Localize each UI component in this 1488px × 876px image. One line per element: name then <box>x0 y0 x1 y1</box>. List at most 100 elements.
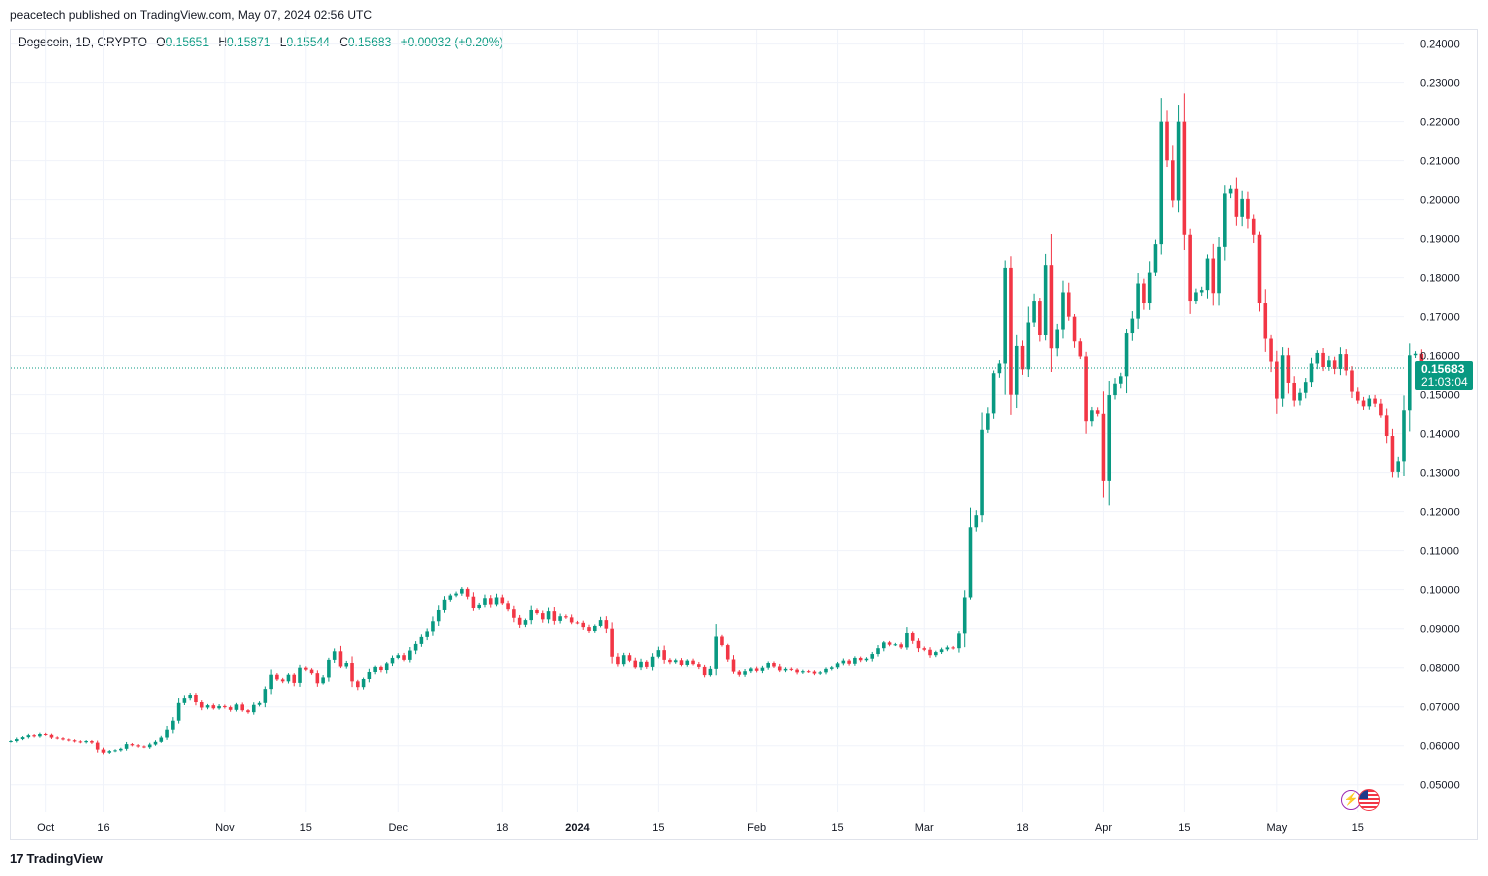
candle-body <box>321 677 325 684</box>
candle-body <box>246 710 250 713</box>
candle-body <box>1413 353 1418 356</box>
candle-body <box>1095 410 1100 414</box>
candle-body <box>101 749 106 753</box>
x-tick-label: 15 <box>831 822 843 834</box>
candle-body <box>737 671 742 675</box>
candle-body <box>1159 121 1164 245</box>
candle-body <box>1205 258 1210 291</box>
candle-body <box>171 720 175 730</box>
candle-body <box>361 679 366 688</box>
candle-body <box>1038 301 1042 335</box>
legend-high-value: 0.15871 <box>227 35 271 49</box>
y-tick-label: 0.20000 <box>1420 195 1460 207</box>
candle-body <box>471 596 476 609</box>
candle-body <box>1090 410 1094 422</box>
candle-body <box>506 603 510 610</box>
candle-body <box>645 661 649 667</box>
price-axis: 0.24000 0.23000 0.22000 0.21000 0.20000 0.190… <box>1420 39 1460 792</box>
candle-body <box>67 739 71 741</box>
candle-body <box>829 667 834 669</box>
candle-body <box>1136 283 1140 319</box>
candle-body <box>1228 188 1233 194</box>
candle-body <box>962 597 967 634</box>
candle-body <box>789 668 794 670</box>
candle-body <box>1142 283 1146 304</box>
candle-body <box>275 674 279 680</box>
candle-body <box>356 681 360 688</box>
candle-body <box>1176 121 1181 201</box>
candle-body <box>939 649 944 653</box>
candle-body <box>1009 267 1013 395</box>
candle-body <box>870 654 875 659</box>
candle-body <box>442 599 447 610</box>
candle-body <box>1078 341 1083 357</box>
us-flag-icon[interactable] <box>1358 789 1380 811</box>
candle-body <box>269 674 273 690</box>
lightning-icon[interactable]: ⚡ <box>1341 790 1361 810</box>
tradingview-logo[interactable]: 17 TradingView <box>10 851 103 866</box>
candle-body <box>431 621 435 632</box>
candle-body <box>130 744 135 746</box>
x-tick-label: Feb <box>747 822 766 834</box>
ohlc-legend: Dogecoin, 1D, CRYPTO O0.15651 H0.15871 L… <box>18 35 503 49</box>
y-tick-label: 0.07000 <box>1420 702 1460 714</box>
candle-body <box>332 651 337 660</box>
y-tick-label: 0.22000 <box>1420 117 1460 129</box>
candle-body <box>1188 234 1192 302</box>
candle-body <box>1130 318 1135 334</box>
candle-body <box>679 660 684 665</box>
candle-body <box>743 671 747 675</box>
legend-symbol[interactable]: Dogecoin, 1D, CRYPTO <box>18 35 147 49</box>
candle-body <box>1275 361 1279 399</box>
candle-body <box>968 527 973 598</box>
candle-body <box>610 628 614 657</box>
candle-body <box>396 655 401 658</box>
candle-body <box>228 707 233 710</box>
x-tick-label: 15 <box>1178 822 1190 834</box>
candle-body <box>876 648 880 655</box>
candle-body <box>812 671 817 674</box>
candle-body <box>14 739 19 742</box>
last-price-tag-bg <box>1415 361 1473 391</box>
candle-body <box>1194 292 1198 302</box>
x-tick-label: 15 <box>300 822 312 834</box>
candle-body <box>390 657 395 664</box>
candle-body <box>731 659 736 672</box>
candle-body <box>1147 272 1152 304</box>
y-tick-label: 0.23000 <box>1420 78 1460 90</box>
candle-body <box>1020 345 1025 370</box>
candle-body <box>1257 234 1262 304</box>
y-tick-label: 0.21000 <box>1420 156 1460 168</box>
legend-open-value: 0.15651 <box>165 35 210 49</box>
candle-body <box>1234 188 1239 217</box>
candle-body <box>107 751 112 753</box>
x-tick-label: Dec <box>388 822 408 834</box>
candle-body <box>240 704 244 711</box>
candle-body <box>465 588 470 597</box>
y-tick-label: 0.06000 <box>1420 741 1460 753</box>
candle-body <box>523 620 528 625</box>
candle-body <box>78 741 83 743</box>
candle-body <box>165 729 169 738</box>
candle-body <box>691 660 695 665</box>
candle-body <box>1373 398 1377 404</box>
candle-body <box>841 660 846 664</box>
candle-body <box>1292 382 1296 401</box>
x-tick-label: 15 <box>652 822 664 834</box>
candle-body <box>1101 413 1106 481</box>
publisher-header: peacetech published on TradingView.com, … <box>10 8 373 22</box>
candle-body <box>1298 392 1302 401</box>
tradingview-icon: 17 <box>10 851 24 866</box>
candle-body <box>38 733 42 737</box>
candle-body <box>1246 198 1250 219</box>
candle-body <box>783 668 788 671</box>
candle-body <box>1263 303 1268 339</box>
x-tick-label: 2024 <box>565 822 590 834</box>
candle-body <box>188 694 192 699</box>
candle-body <box>656 650 661 657</box>
candle-body <box>853 657 857 664</box>
legend-change: +0.00032 (+0.20%) <box>400 35 504 49</box>
candle-body <box>1032 301 1036 323</box>
candle-body <box>1223 193 1227 247</box>
